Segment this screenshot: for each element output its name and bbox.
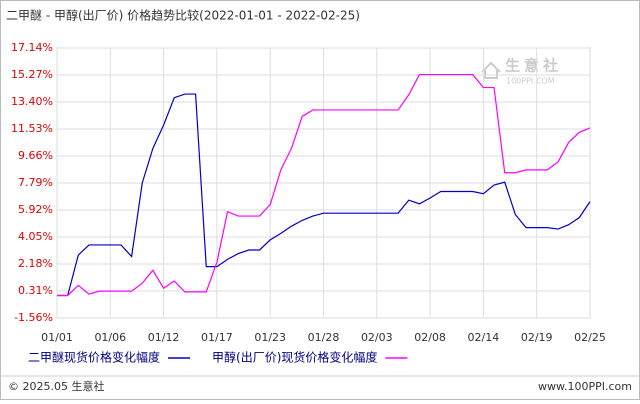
x-tick-label: 02/03: [361, 331, 393, 344]
y-tick-label: 15.27%: [11, 68, 53, 81]
x-tick-label: 02/14: [468, 331, 500, 344]
watermark: 生意社 100PPI.COM: [481, 57, 562, 86]
watermark-sub: 100PPI.COM: [506, 77, 555, 86]
x-tick-label: 02/19: [521, 331, 553, 344]
series-line: [57, 93, 591, 297]
footer-left: © 2025.05 生意社: [8, 379, 104, 393]
watermark-icon: [481, 61, 501, 79]
x-tick-label: 02/08: [414, 331, 446, 344]
series-line: [57, 73, 591, 297]
legend-label: 二甲醚现货价格变化幅度: [28, 350, 160, 365]
y-tick-label: 0.31%: [18, 284, 53, 297]
x-tick-label: 01/01: [41, 331, 73, 344]
x-tick-label: 01/06: [94, 331, 126, 344]
legend-label: 甲醇(出厂价)现货价格变化幅度: [212, 350, 377, 365]
x-tick-label: 02/25: [574, 331, 606, 344]
x-tick-label: 01/28: [308, 331, 340, 344]
y-tick-label: 7.79%: [18, 176, 53, 189]
watermark-text: 生意社: [505, 57, 562, 75]
y-tick-label: 9.66%: [18, 149, 53, 162]
footer-right: www.100PPI.com: [538, 380, 632, 393]
y-tick-label: -1.56%: [14, 311, 53, 324]
y-tick-label: 2.18%: [18, 257, 53, 270]
y-tick-label: 11.53%: [11, 122, 53, 135]
chart-title: 二甲醚 - 甲醇(出厂价) 价格趋势比较(2022-01-01 - 2022-0…: [6, 8, 360, 23]
x-tick-label: 01/12: [148, 331, 180, 344]
y-tick-label: 5.92%: [18, 203, 53, 216]
x-tick-label: 01/17: [201, 331, 233, 344]
y-tick-label: 4.05%: [18, 230, 53, 243]
x-tick-label: 01/23: [254, 331, 286, 344]
y-tick-label: 17.14%: [11, 41, 53, 54]
y-tick-label: 13.40%: [11, 95, 53, 108]
